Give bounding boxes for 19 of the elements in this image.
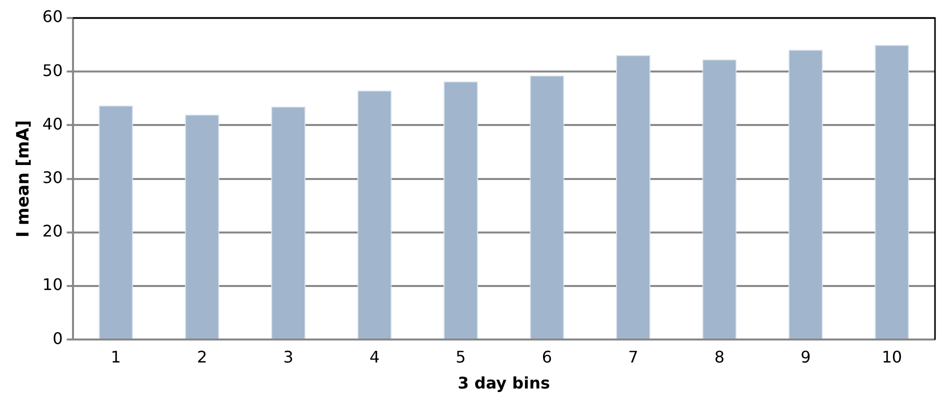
y-tick-label: 0 <box>52 328 63 348</box>
y-axis-title: I mean [mA] <box>14 120 34 238</box>
y-tick-label: 40 <box>42 114 63 134</box>
x-tick-label: 6 <box>542 347 552 366</box>
x-tick-label: 1 <box>110 347 121 366</box>
x-tick-label: 9 <box>800 347 811 366</box>
y-tick-label: 30 <box>42 168 63 187</box>
x-tick-label: 7 <box>628 347 638 366</box>
x-tick-label: 3 <box>283 347 294 366</box>
y-tick-label: 60 <box>42 7 63 26</box>
x-axis-title: 3 day bins <box>458 374 550 393</box>
x-tick-label: 2 <box>197 347 208 366</box>
y-tick-label: 20 <box>42 222 63 241</box>
y-tick-label: 10 <box>42 275 63 294</box>
x-tick-label: 5 <box>456 347 466 366</box>
x-tick-label: 8 <box>714 347 725 366</box>
y-tick-label: 50 <box>42 60 63 80</box>
x-tick-label: 10 <box>882 347 902 366</box>
x-tick-label: 4 <box>369 347 380 366</box>
